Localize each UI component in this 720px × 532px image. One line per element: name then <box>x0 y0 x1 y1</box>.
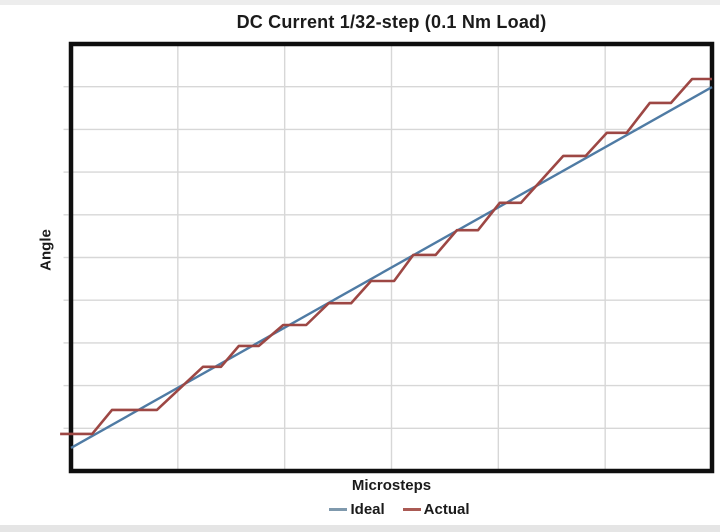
y-axis-label: Angle <box>37 229 55 271</box>
legend-item-ideal: Ideal <box>329 501 385 518</box>
x-axis-label: Microsteps <box>351 477 432 494</box>
photo-edge-bottom <box>0 525 720 532</box>
chart-title: DC Current 1/32-step (0.1 Nm Load) <box>236 12 547 32</box>
legend-label: Actual <box>423 501 470 518</box>
legend: Ideal Actual <box>71 501 712 518</box>
photo-edge-top <box>0 0 720 5</box>
series-actual-line <box>60 77 712 436</box>
series-ideal-line <box>70 86 713 449</box>
legend-item-actual: Actual <box>402 501 470 518</box>
legend-label: Ideal <box>350 501 385 518</box>
plot-border <box>68 41 715 474</box>
legend-dash-icon <box>329 508 348 511</box>
legend-dash-icon <box>402 508 421 511</box>
